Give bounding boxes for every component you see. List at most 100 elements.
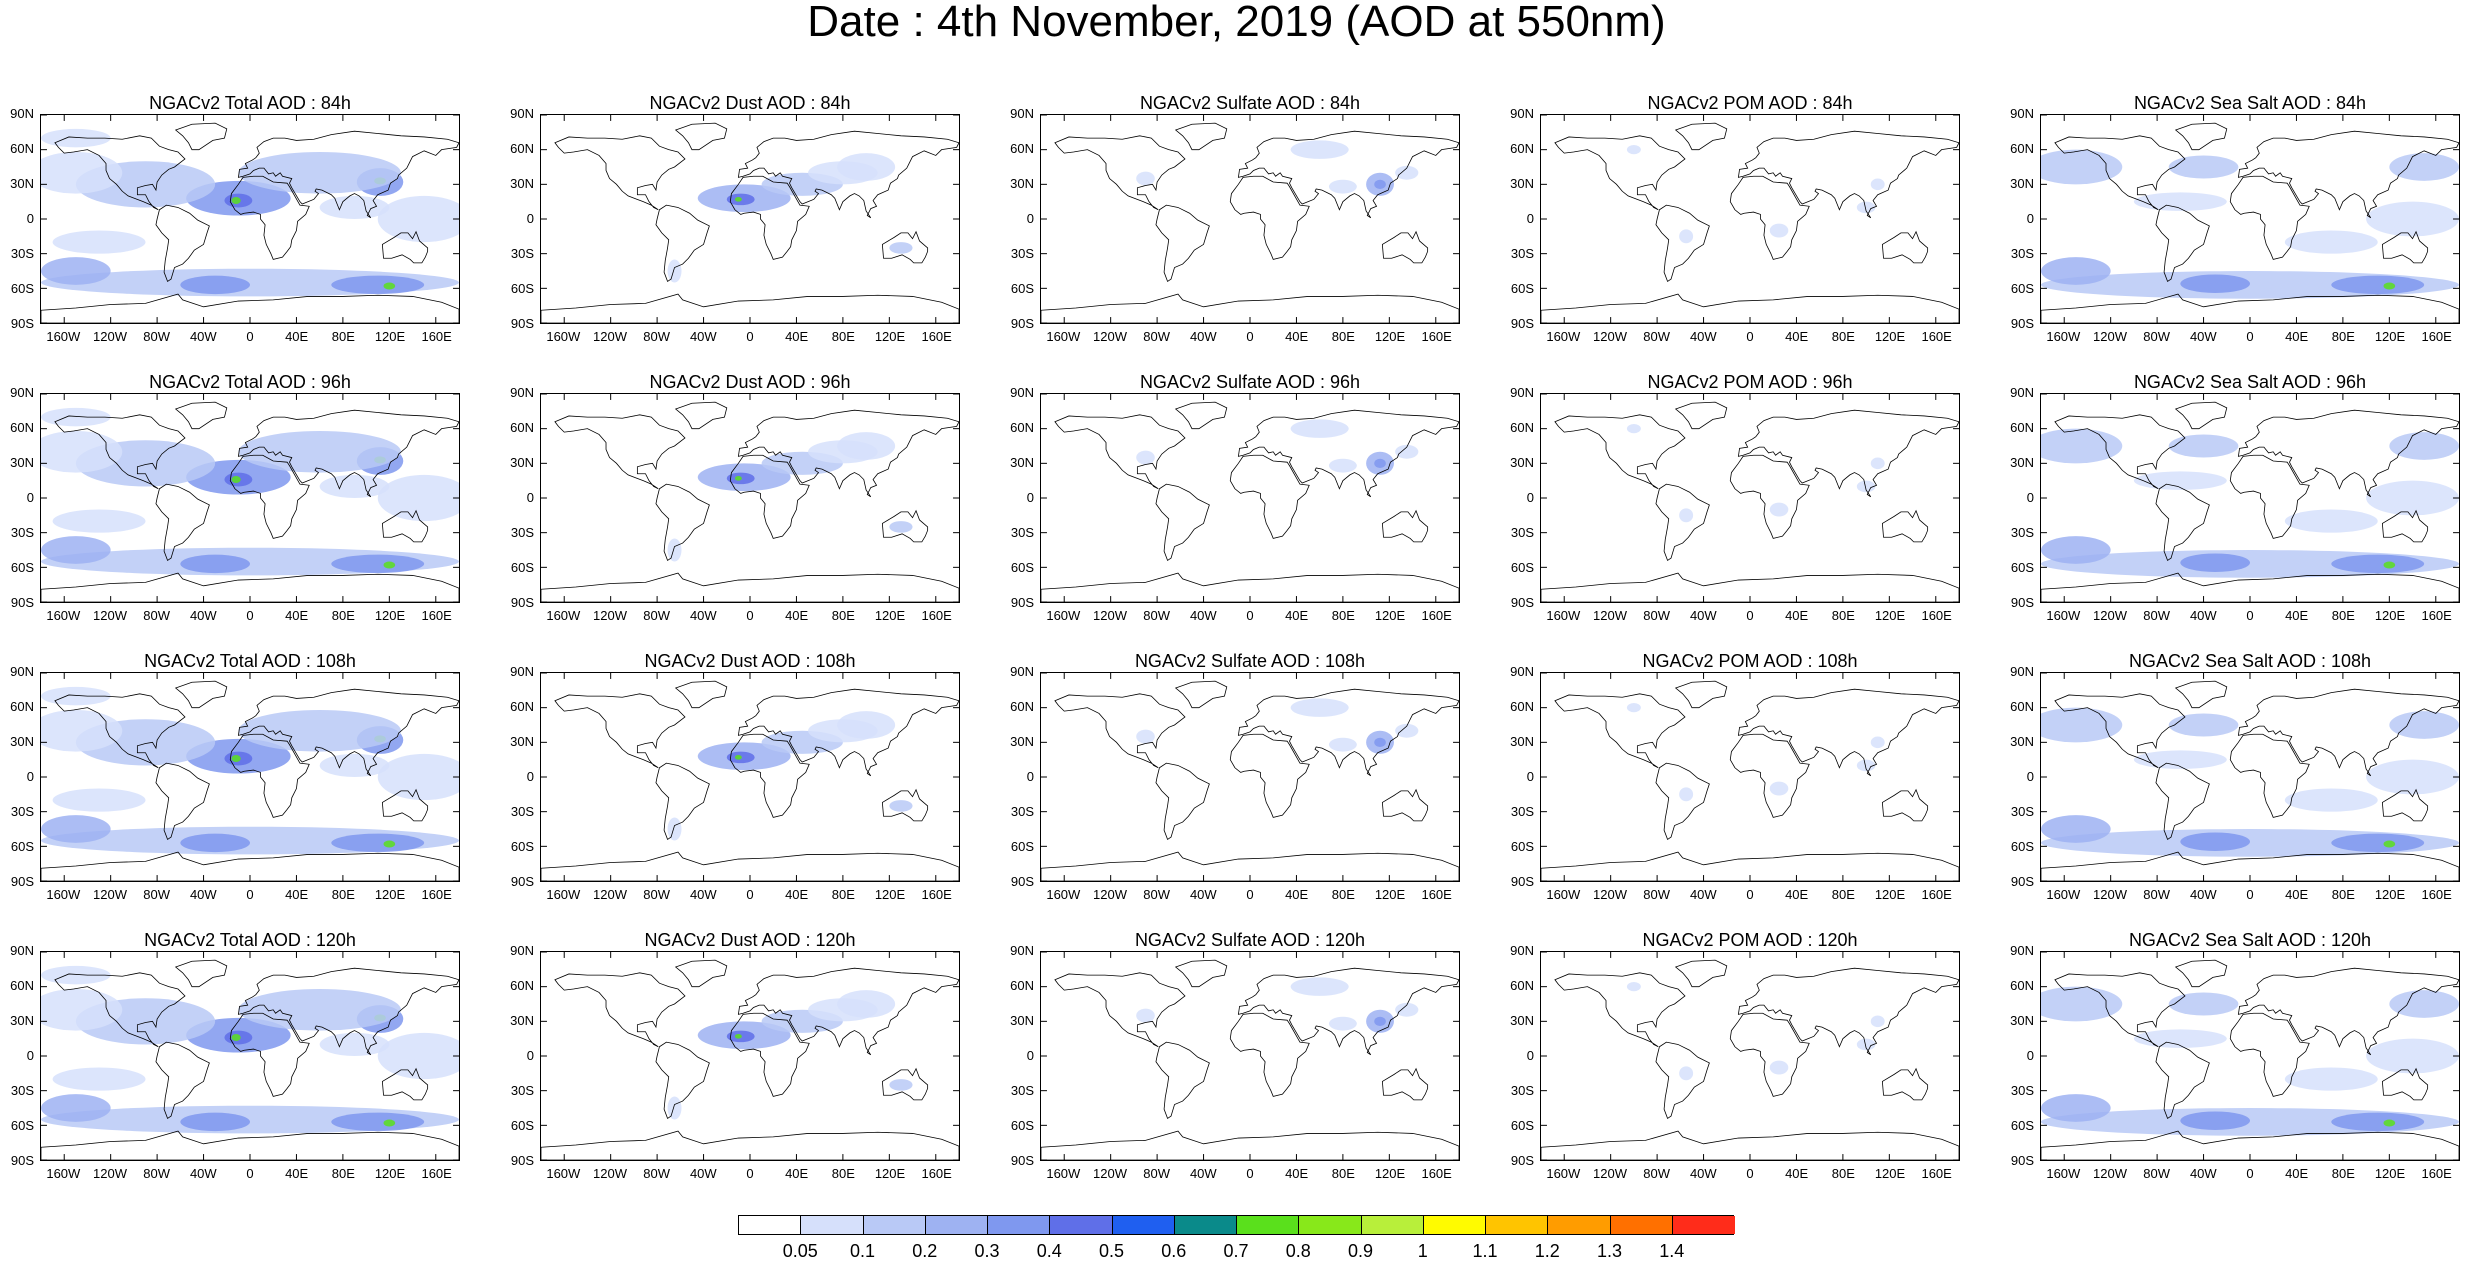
latitude-tick-label: 30N [1510,455,1534,470]
longitude-tick-label: 160W [46,887,81,902]
continent-outline [1229,1012,1310,1097]
aod-region [319,753,390,777]
aod-region [734,197,742,202]
map-panel-dust: NGACv2 Dust AOD : 84h 90N 60N 30N 0 30S 60S 90S… [500,92,1000,352]
world-map [2041,115,2459,323]
panel-title: NGACv2 Total AOD : 120h [144,930,356,950]
continent-outline [2381,788,2429,822]
continent-outline [41,293,459,323]
latitude-tick-label: 60N [1010,699,1034,714]
longitude-tick-label: 0 [246,608,254,623]
longitude-tick-label: 120E [1874,887,1906,902]
longitude-tick-label: 160E [421,887,452,902]
longitude-tick-label: 40W [689,608,717,623]
aod-field [2041,428,2459,578]
continent-outline [2054,135,2186,211]
longitude-tick-label: 120E [1374,887,1406,902]
latitude-tick-label: 90S [10,316,34,331]
latitude-tick-label: 0 [1526,1048,1534,1063]
continent-outline [729,1012,810,1097]
aod-region [1290,977,1349,996]
aod-region [1374,1016,1386,1026]
aod-region [231,476,241,483]
longitude-tick-label: 0 [1746,608,1754,623]
aod-region [180,1112,250,1132]
map-frame [40,114,460,324]
longitude-tick-label: 120W [2093,1166,2127,1181]
continent-outline [1381,230,1429,264]
longitude-tick-label: 40W [189,887,217,902]
latitude-tick-label: 30N [2010,176,2034,191]
continent-outline [1054,414,1186,490]
latitude-tick-label: 60S [1510,281,1534,296]
longitude-tick-label: 120E [874,329,906,344]
longitude-tick-label: 80E [2331,608,2355,623]
longitude-tick-label: 40E [2285,887,2309,902]
latitude-tick-label: 30N [2010,455,2034,470]
continent-outline [1729,175,1810,260]
longitude-tick-label: 0 [246,887,254,902]
latitude-tick-label: 90S [1010,316,1034,331]
longitude-tick-label: 160E [2421,887,2452,902]
panel-title: NGACv2 POM AOD : 108h [1642,651,1858,671]
continent-outline [881,788,929,822]
longitude-tick-label: 40E [1785,329,1809,344]
aod-region [1626,703,1641,713]
colorbar-swatch [925,1216,988,1234]
longitude-tick-label: 120E [1374,1166,1406,1181]
aod-region [667,259,682,283]
aod-region [2331,833,2425,853]
longitude-tick-label: 80W [643,329,671,344]
continent-outline [1155,762,1210,841]
aod-field [41,407,459,576]
axis-ticks [41,394,459,602]
latitude-tick-label: 30N [2010,734,2034,749]
continent-outline [1655,1041,1710,1120]
colorbar-swatch [1112,1216,1175,1234]
aod-region [377,474,459,522]
aod-region [1769,781,1789,796]
longitude-tick-label: 0 [746,329,754,344]
colorbar-swatch [1237,1216,1300,1234]
longitude-tick-label: 160E [421,329,452,344]
panel-title: NGACv2 Sea Salt AOD : 96h [2133,372,2367,392]
latitude-tick-label: 30S [10,804,34,819]
aod-region [1395,165,1419,180]
continent-outline [174,959,228,988]
longitude-tick-label: 0 [746,1166,754,1181]
latitude-tick-label: 30N [10,1013,34,1028]
longitude-tick-label: 160E [921,329,952,344]
map-panel-seasalt: NGACv2 Sea Salt AOD : 108h 90N 60N 30N 0 30S 6… [2000,650,2473,910]
continent-outline [1041,851,1459,881]
colorbar-tick-label: 1.3 [1596,1241,1623,1261]
latitude-tick-label: 30S [1510,525,1534,540]
longitude-tick-label: 80E [331,887,355,902]
aod-region [41,1094,111,1122]
map-frame [540,951,960,1161]
panel-title: NGACv2 Sulfate AOD : 84h [1139,93,1361,113]
latitude-tick-label: 30N [510,734,534,749]
latitude-tick-label: 90N [510,385,534,400]
latitude-tick-label: 0 [526,769,534,784]
longitude-tick-label: 120W [1593,1166,1627,1181]
aod-region [2041,815,2111,843]
continent-outline [1737,409,1959,498]
world-map [541,952,959,1160]
aod-region [2383,840,2396,848]
longitude-tick-label: 160E [1421,1166,1452,1181]
continent-outline [554,693,686,769]
continent-outline [655,762,710,841]
latitude-tick-label: 90N [2010,385,2034,400]
aod-region [1679,1066,1694,1081]
longitude-tick-label: 40W [1689,329,1717,344]
aod-field [41,686,459,855]
longitude-tick-label: 120E [374,1166,406,1181]
latitude-tick-label: 90S [2010,316,2034,331]
continent-outline [2229,1012,2310,1097]
aod-region [2331,275,2425,295]
latitude-tick-label: 30S [1010,246,1034,261]
longitude-tick-label: 40W [2189,887,2217,902]
aod-region [667,817,682,841]
axis-ticks [541,952,959,1160]
aod-region [1395,723,1419,738]
